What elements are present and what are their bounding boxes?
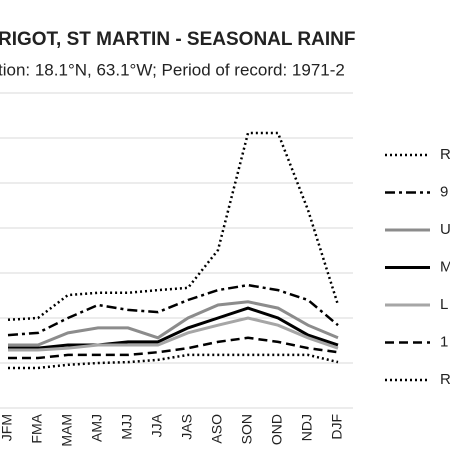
series-line xyxy=(8,316,339,352)
series-line xyxy=(8,306,339,350)
chart-subtitle: tion: 18.1°N, 63.1°W; Period of record: … xyxy=(0,60,345,79)
x-tick-label: JAS xyxy=(179,414,195,440)
x-tick-label: FMA xyxy=(29,413,45,443)
x-tick-label: ASO xyxy=(209,414,225,444)
legend-label: 1 xyxy=(440,333,448,350)
x-tick-label: JFM xyxy=(0,414,15,441)
legend-label: 9 xyxy=(440,183,448,200)
x-tick-label: MJJ xyxy=(119,414,135,440)
legend-label: M xyxy=(440,258,450,275)
x-tick-label: OND xyxy=(269,414,285,445)
series-line xyxy=(8,353,339,370)
x-tick-label: DJF xyxy=(329,414,345,440)
chart-title: RIGOT, ST MARTIN - SEASONAL RAINF xyxy=(0,29,355,50)
x-tick-label: SON xyxy=(239,414,255,444)
x-tick-label: NDJ xyxy=(299,414,315,441)
series-line xyxy=(7,131,340,322)
legend-label: U xyxy=(440,221,450,238)
legend-label: L xyxy=(440,296,448,313)
x-tick-label: JJA xyxy=(149,413,165,437)
legend-label: R xyxy=(440,146,450,163)
x-tick-label: AMJ xyxy=(89,414,105,442)
series-line xyxy=(8,300,339,347)
x-tick-label: MAM xyxy=(59,414,75,447)
legend-label: R xyxy=(440,371,450,388)
series-line xyxy=(7,283,339,337)
